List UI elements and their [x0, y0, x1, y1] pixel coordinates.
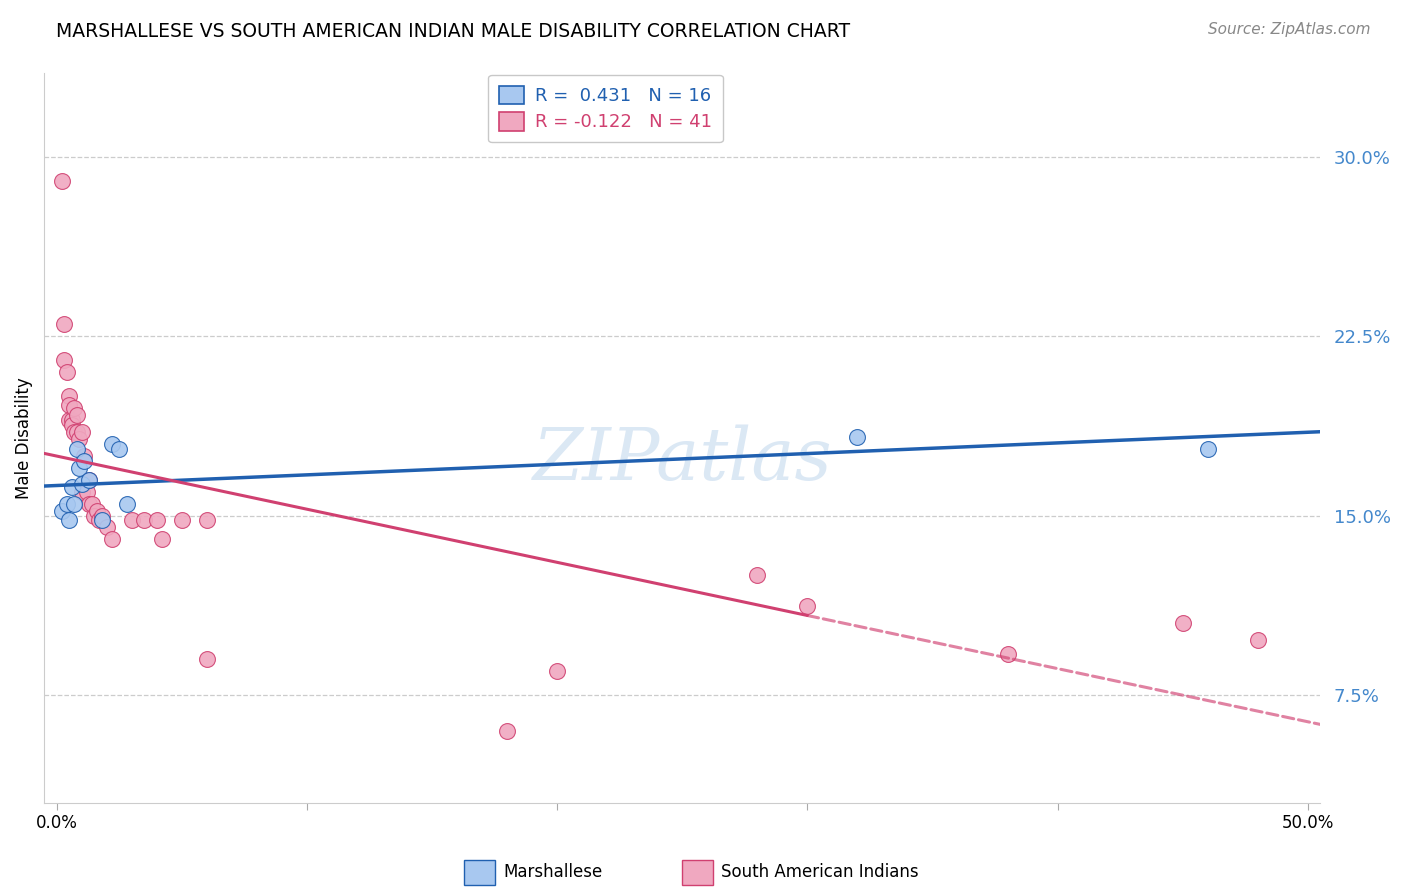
Point [195, 513, 218, 527]
Point [63, 401, 86, 415]
Point [83, 508, 105, 523]
Point [997, 647, 1019, 661]
Point [121, 513, 143, 527]
Text: South American Indians: South American Indians [721, 863, 920, 881]
Point [170, 513, 193, 527]
Point [53, 317, 76, 331]
Point [100, 533, 122, 547]
Point [145, 513, 167, 527]
Y-axis label: Male Disability: Male Disability [15, 377, 32, 499]
Point [67, 432, 90, 446]
Point [1171, 616, 1194, 631]
Point [90, 508, 112, 523]
Point [58, 389, 80, 403]
Point [77, 497, 100, 511]
Point [60, 417, 83, 432]
Point [63, 425, 86, 439]
Point [67, 460, 90, 475]
Point [66, 408, 89, 422]
Point [100, 436, 122, 450]
Point [66, 442, 89, 456]
Point [115, 497, 138, 511]
Point [76, 484, 98, 499]
Point [63, 497, 86, 511]
Point [73, 453, 96, 467]
Text: MARSHALLESE VS SOUTH AMERICAN INDIAN MALE DISABILITY CORRELATION CHART: MARSHALLESE VS SOUTH AMERICAN INDIAN MAL… [56, 22, 851, 41]
Point [195, 652, 218, 666]
Point [1197, 442, 1219, 456]
Point [55, 365, 77, 379]
Point [496, 723, 519, 738]
Point [86, 504, 108, 518]
Legend: R =  0.431   N = 16, R = -0.122   N = 41: R = 0.431 N = 16, R = -0.122 N = 41 [488, 75, 723, 143]
Text: ZIPatlas: ZIPatlas [533, 425, 832, 495]
Point [60, 413, 83, 427]
Point [70, 484, 93, 499]
Point [150, 533, 173, 547]
Point [53, 353, 76, 368]
Point [58, 399, 80, 413]
Point [58, 413, 80, 427]
Point [1247, 632, 1270, 647]
Point [51, 173, 73, 187]
Point [60, 480, 83, 494]
Text: Marshallese: Marshallese [503, 863, 603, 881]
Point [77, 473, 100, 487]
Point [58, 513, 80, 527]
Point [73, 449, 96, 463]
Point [89, 513, 111, 527]
Point [70, 477, 93, 491]
Point [77, 473, 100, 487]
Point [108, 442, 131, 456]
Point [96, 520, 118, 534]
Point [846, 429, 869, 443]
Point [747, 568, 769, 582]
Point [66, 425, 89, 439]
Point [134, 513, 156, 527]
Text: Source: ZipAtlas.com: Source: ZipAtlas.com [1208, 22, 1371, 37]
Point [80, 497, 103, 511]
Point [90, 513, 112, 527]
Point [55, 497, 77, 511]
Point [70, 425, 93, 439]
Point [51, 504, 73, 518]
Point [546, 664, 568, 678]
Point [796, 599, 818, 614]
